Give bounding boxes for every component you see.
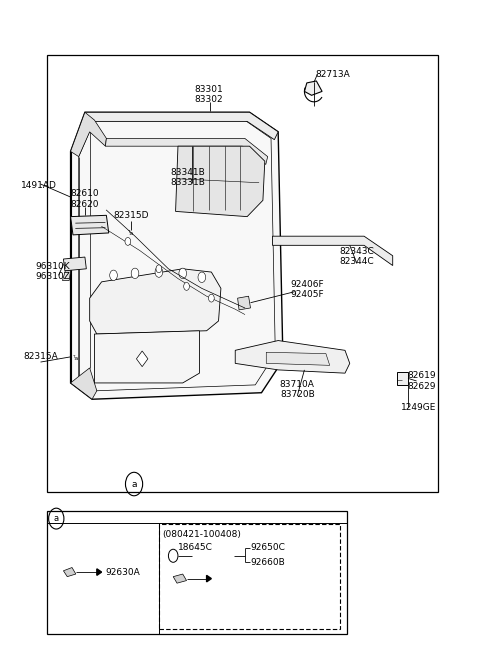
Text: 92660B: 92660B [251, 558, 285, 567]
Polygon shape [62, 271, 71, 280]
Text: 82619
82629: 82619 82629 [407, 371, 436, 390]
Bar [159, 525, 340, 629]
Text: 82315D: 82315D [113, 211, 149, 220]
Text: ᵀa: ᵀa [127, 231, 133, 236]
Text: 92630A: 92630A [106, 568, 140, 576]
Polygon shape [71, 368, 97, 400]
Polygon shape [273, 236, 393, 265]
Text: 96310K
96310Z: 96310K 96310Z [36, 262, 71, 281]
Polygon shape [71, 112, 283, 400]
Text: 92406F
92405F: 92406F 92405F [290, 280, 324, 299]
Polygon shape [63, 257, 86, 271]
Text: 18645C: 18645C [178, 543, 213, 552]
Polygon shape [304, 81, 322, 96]
Polygon shape [266, 352, 330, 365]
Text: 92650C: 92650C [251, 544, 286, 552]
Polygon shape [176, 146, 265, 217]
Circle shape [179, 268, 187, 278]
Text: 82343C
82344C: 82343C 82344C [339, 247, 374, 266]
Circle shape [155, 267, 163, 277]
Circle shape [208, 294, 214, 302]
Circle shape [156, 265, 162, 272]
Text: 83341B
83331B: 83341B 83331B [170, 168, 205, 187]
Polygon shape [71, 215, 109, 235]
Polygon shape [71, 112, 107, 157]
Circle shape [184, 282, 190, 290]
Polygon shape [106, 138, 268, 164]
Polygon shape [173, 574, 187, 583]
Circle shape [125, 238, 131, 246]
Text: 82315A: 82315A [23, 352, 58, 362]
Text: 82713A: 82713A [316, 70, 350, 79]
Circle shape [168, 550, 178, 562]
Circle shape [131, 268, 139, 278]
Polygon shape [235, 341, 350, 373]
Bar [47, 55, 438, 492]
Circle shape [110, 270, 117, 280]
Polygon shape [95, 331, 199, 383]
Polygon shape [397, 372, 408, 385]
Text: ᵀa: ᵀa [72, 356, 78, 361]
Polygon shape [206, 575, 211, 582]
Bar [47, 512, 348, 634]
Polygon shape [136, 351, 148, 367]
Polygon shape [90, 269, 221, 334]
Text: 83301
83302: 83301 83302 [194, 85, 223, 104]
Text: 83710A
83720B: 83710A 83720B [280, 380, 315, 399]
Polygon shape [238, 296, 251, 310]
Text: (080421-100408): (080421-100408) [162, 531, 241, 540]
Text: 1249GE: 1249GE [401, 403, 437, 411]
Circle shape [198, 272, 205, 282]
Polygon shape [97, 569, 102, 575]
Text: a: a [54, 514, 59, 523]
Text: 1491AD: 1491AD [22, 181, 57, 190]
Text: a: a [132, 479, 137, 489]
Polygon shape [85, 112, 278, 140]
Text: 82610
82620: 82610 82620 [71, 189, 99, 209]
Polygon shape [63, 567, 76, 576]
